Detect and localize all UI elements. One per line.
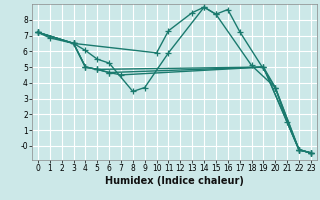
X-axis label: Humidex (Indice chaleur): Humidex (Indice chaleur)	[105, 176, 244, 186]
